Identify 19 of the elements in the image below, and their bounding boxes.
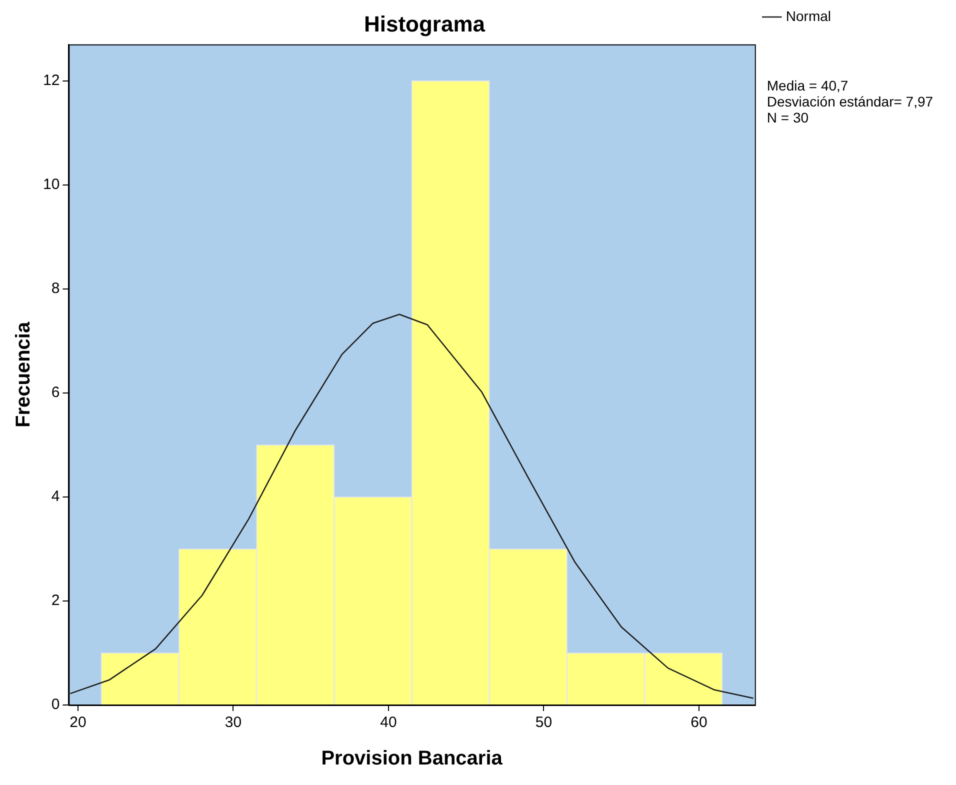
text: Media = 40,7 [766,77,848,94]
text: N = 30 [766,109,809,126]
text: Desviación estándar= 7,97 [766,93,934,110]
x-tick-label: 30 [224,714,242,732]
y-tick-label: 2 [51,592,60,610]
chart-title: Histograma [364,11,486,36]
y-tick-label: 0 [51,696,60,714]
x-tick-label: 20 [70,714,86,732]
y-tick-label: 4 [51,488,60,506]
x-tick-label: 50 [535,714,552,732]
x-tick-label: 40 [380,714,397,732]
x-tick-label: 60 [690,714,708,732]
y-tick-label: 8 [51,280,60,298]
y-axis-title: Frecuencia [12,321,35,428]
legend-label: Normal [786,8,832,24]
y-tick-label: 10 [42,176,60,193]
x-axis-title: Provision Bancaria [321,748,504,770]
y-tick-label: 6 [51,384,60,402]
y-tick-label: 12 [42,72,60,89]
